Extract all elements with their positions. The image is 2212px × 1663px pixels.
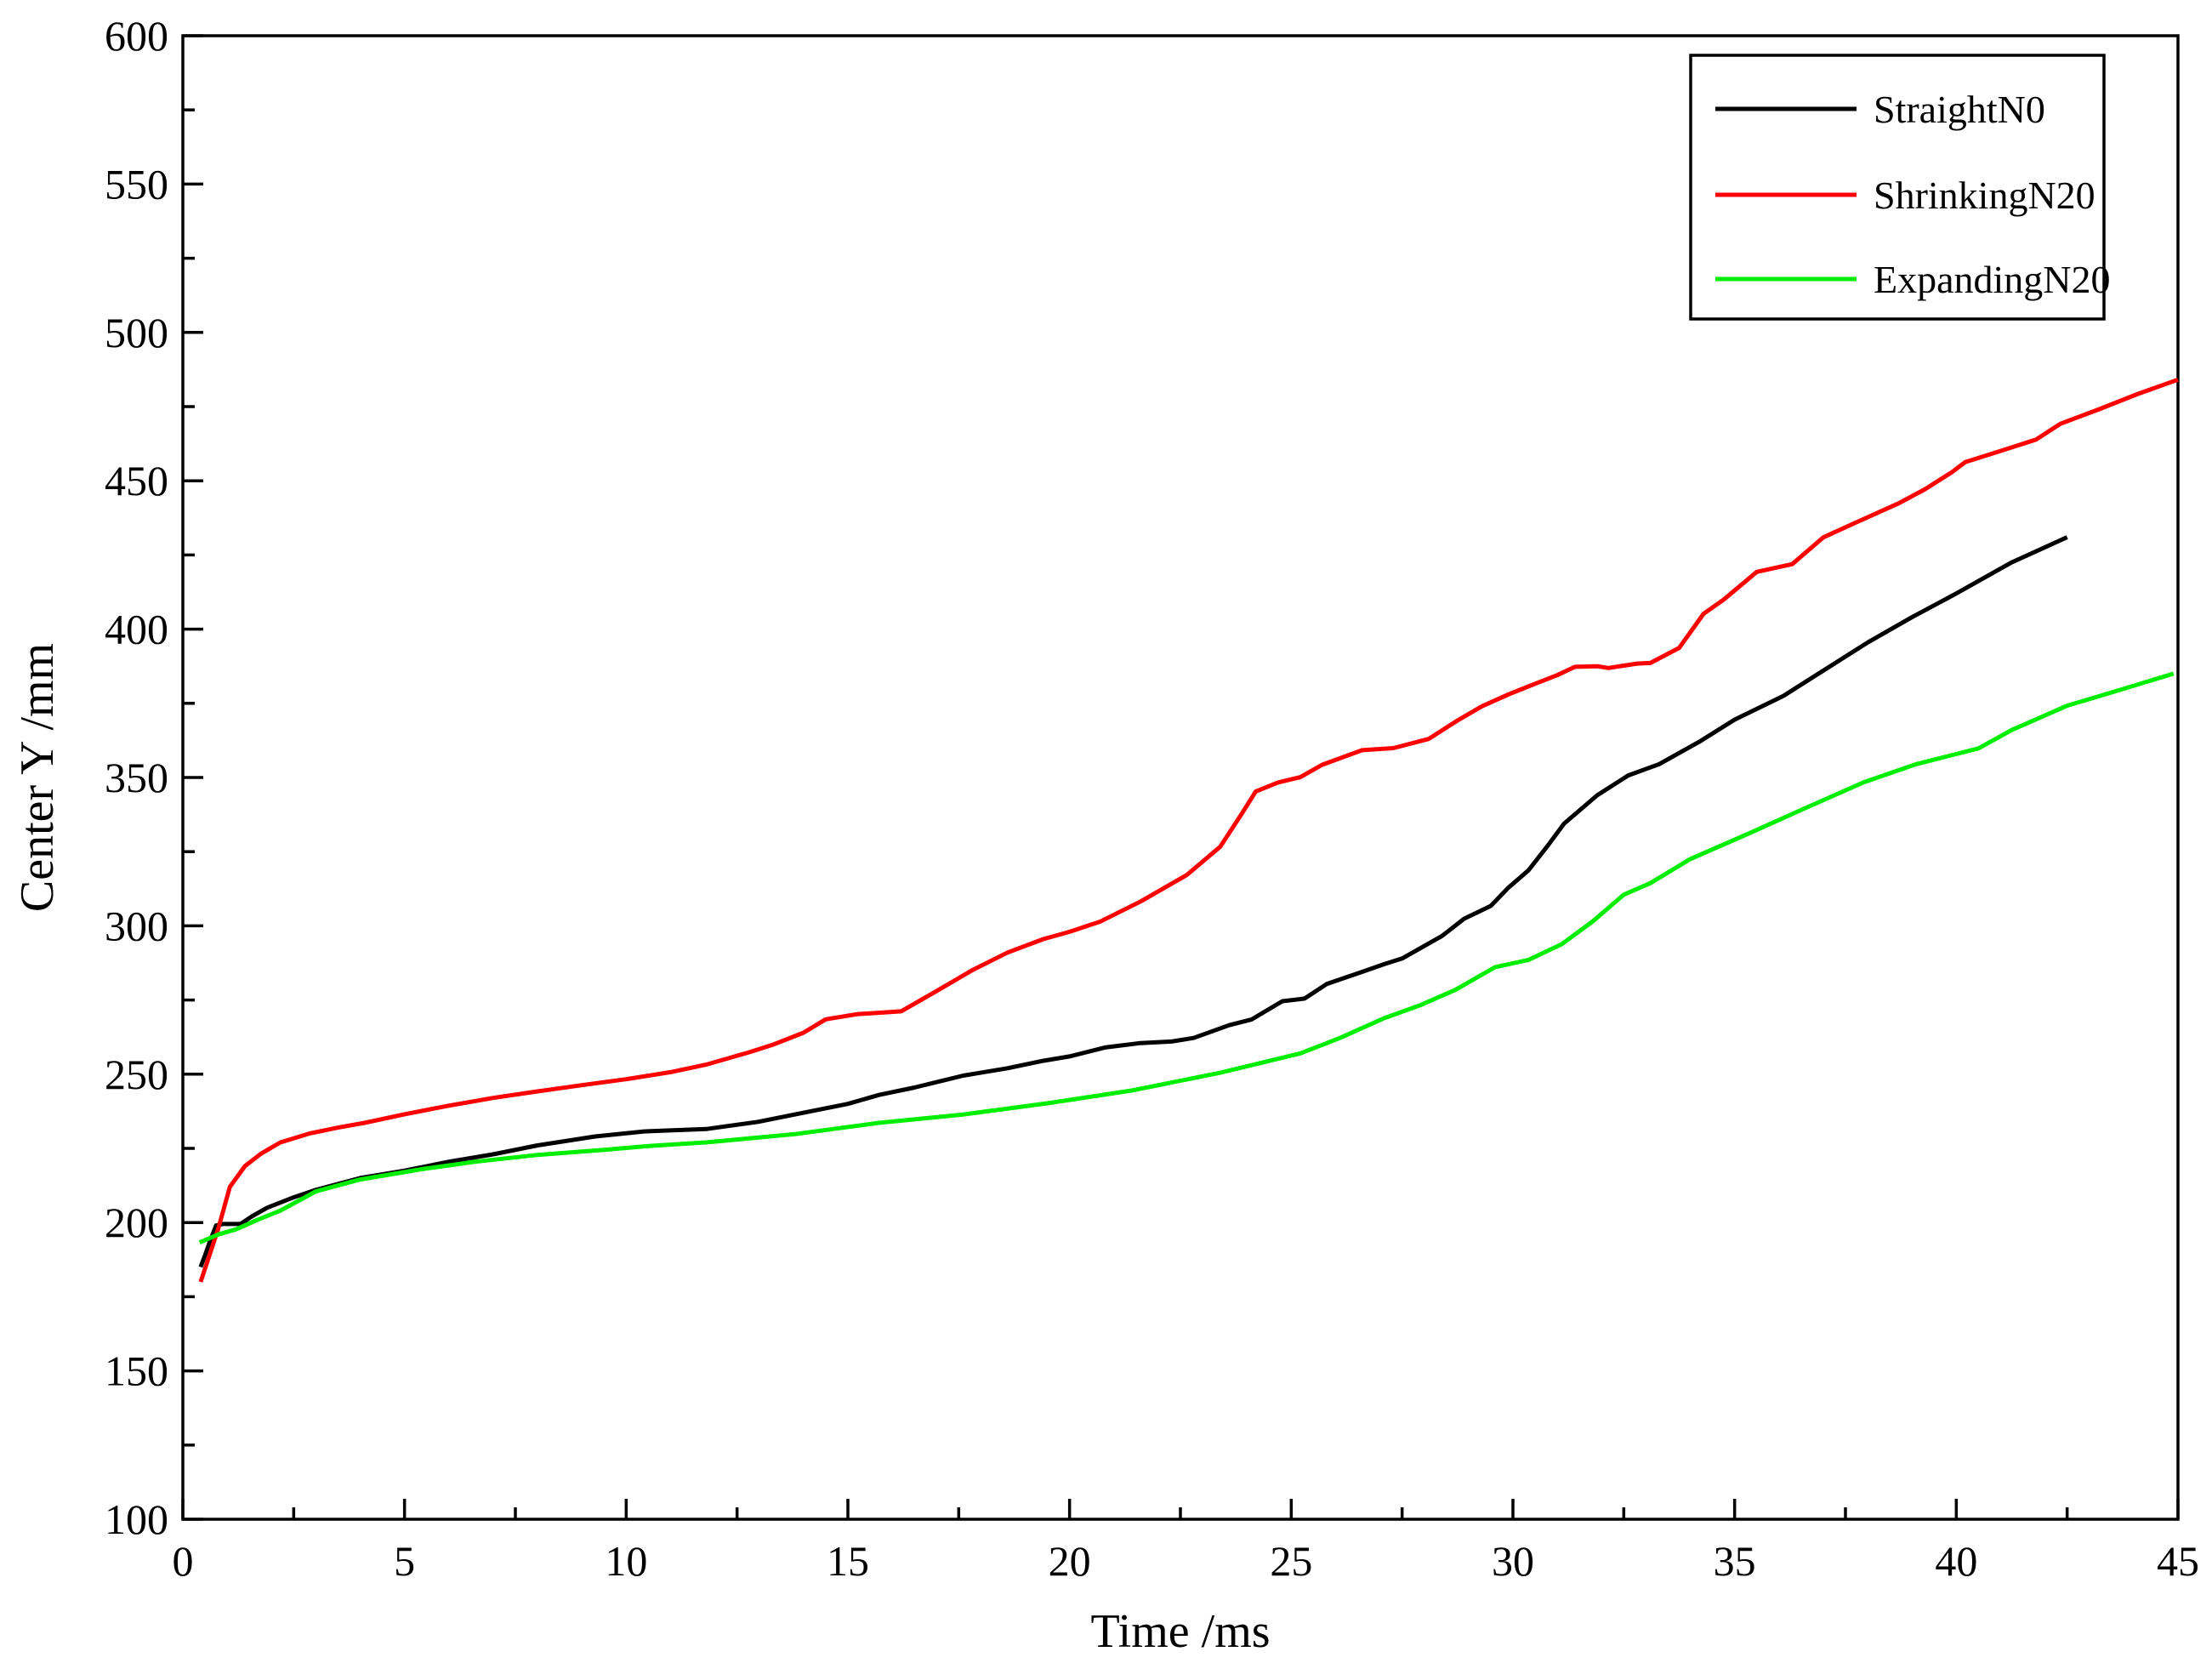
x-axis-tick-label: 15 <box>827 1537 869 1585</box>
y-axis-tick-label: 200 <box>105 1199 168 1246</box>
x-axis-title: Time /ms <box>1090 1605 1270 1658</box>
x-axis-tick-label: 30 <box>1492 1537 1534 1585</box>
y-axis-tick-label: 500 <box>105 309 168 356</box>
x-axis-tick-label: 25 <box>1270 1537 1312 1585</box>
legend-label-shrinkingn20: ShrinkingN20 <box>1874 174 2095 217</box>
y-axis-tick-label: 250 <box>105 1051 168 1098</box>
y-axis-title: Center Y /mm <box>11 643 64 912</box>
series-line-expandingn20 <box>198 671 2175 1244</box>
series-line-shrinkingn20 <box>198 377 2179 1283</box>
x-axis-tick-label: 5 <box>394 1537 415 1585</box>
plot-layer: 0 5 10 15 20 25 30 35 40 45 100 150 200 250 300 350 400 4… <box>105 12 2199 1585</box>
y-axis-tick-label: 450 <box>105 457 168 504</box>
y-axis-tick-label: 150 <box>105 1347 168 1395</box>
x-axis-tick-label: 0 <box>173 1537 194 1585</box>
x-axis-tick-label: 35 <box>1714 1537 1756 1585</box>
x-axis-tick-label: 40 <box>1935 1537 1977 1585</box>
x-axis-tick-label: 45 <box>2157 1537 2199 1585</box>
y-axis-tick-label: 600 <box>105 12 168 60</box>
legend-label-straightn0: StraightN0 <box>1874 88 2045 131</box>
x-axis-tick-label: 10 <box>605 1537 647 1585</box>
legend-box <box>1689 54 2106 321</box>
legend-label-expandingn20: ExpandingN20 <box>1874 258 2111 301</box>
y-axis-tick-label: 100 <box>105 1495 168 1543</box>
y-axis-tick-label: 300 <box>105 902 168 949</box>
y-axis-tick-label: 350 <box>105 754 168 801</box>
y-axis-tick-label: 550 <box>105 160 168 208</box>
x-axis-tick-label: 20 <box>1049 1537 1091 1585</box>
series-line-straightn0 <box>198 535 2068 1268</box>
y-axis-tick-label: 400 <box>105 606 168 653</box>
